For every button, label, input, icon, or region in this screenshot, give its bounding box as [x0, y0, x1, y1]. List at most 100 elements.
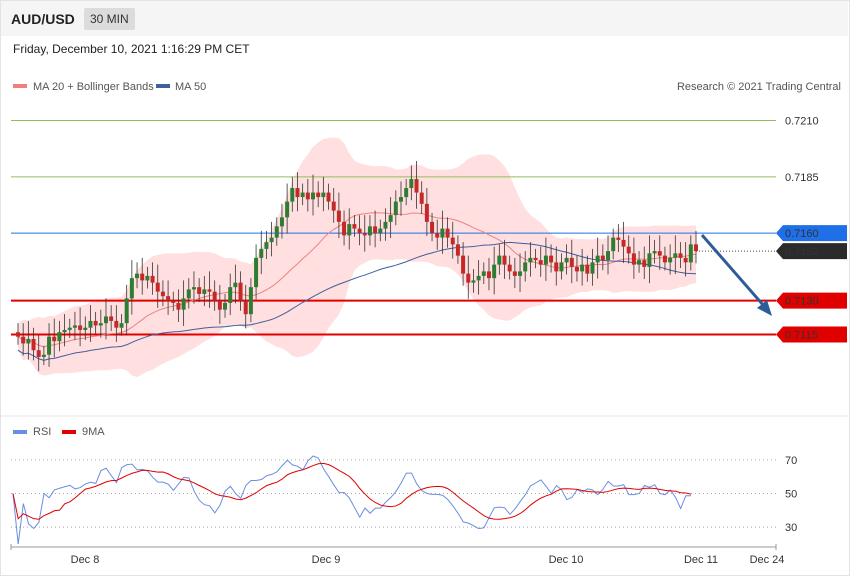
candle-body [383, 221, 388, 229]
candle-body [419, 192, 424, 204]
candle-body [569, 257, 574, 267]
candle-body [16, 332, 20, 337]
candle-body [176, 302, 181, 310]
candle-body [98, 323, 103, 326]
candle-body [486, 271, 491, 279]
top-bar: AUD/USD 30 MIN [1, 1, 848, 36]
rsi-level-label: 50 [785, 489, 797, 501]
candle-body [507, 264, 512, 272]
rsi-ma-line [12, 462, 692, 520]
candle-body [207, 289, 212, 292]
candle-body [440, 228, 445, 238]
candle-body [455, 244, 460, 256]
candle-body [57, 332, 62, 342]
candle-body [331, 201, 336, 211]
candle-body [600, 255, 605, 261]
ma9-legend-label: 9MA [82, 426, 105, 438]
candle-body [321, 192, 326, 198]
candle-body [642, 260, 647, 267]
candle-body [326, 192, 331, 202]
candle-body [466, 273, 471, 283]
candle-body [559, 262, 564, 272]
candle-body [373, 226, 378, 234]
candle-body [52, 336, 57, 342]
candle-body [202, 289, 207, 294]
candle-body [430, 221, 435, 234]
bollinger-band [18, 137, 696, 378]
candle-body [606, 251, 611, 261]
candle-body [476, 275, 481, 281]
candle-body [549, 255, 554, 263]
candle-body [191, 287, 196, 290]
candle-body [160, 291, 165, 297]
candle-body [590, 262, 595, 274]
x-tick-label: Dec 10 [549, 554, 584, 566]
candle-body [533, 257, 538, 261]
candle-body [336, 210, 341, 222]
candle-body [404, 188, 409, 198]
candle-body [31, 338, 36, 351]
candle-body [347, 224, 352, 236]
candle-body [88, 320, 93, 328]
candle-body [580, 264, 585, 272]
level-tag-support [776, 326, 847, 343]
credit-label: Research © 2021 Trading Central [677, 81, 841, 93]
candle-body [223, 302, 228, 310]
symbol-label: AUD/USD [11, 11, 75, 27]
candle-body [502, 255, 507, 265]
candle-body [694, 244, 698, 252]
candle-body [300, 192, 305, 198]
candle-body [662, 255, 667, 263]
level-label: 0.7152 [785, 246, 819, 258]
candle-body [124, 298, 129, 324]
candle-body [435, 233, 440, 238]
candle-body [254, 257, 259, 288]
level-label: 0.7210 [785, 116, 819, 128]
candle-body [36, 350, 41, 357]
candle-body [316, 192, 321, 198]
candle-body [41, 354, 46, 357]
candle-body [445, 228, 450, 238]
candle-body [409, 179, 414, 189]
rsi-level-label: 30 [785, 522, 797, 534]
candle-body [285, 201, 290, 218]
candle-body [616, 237, 621, 240]
rsi-level-label: 70 [785, 455, 797, 467]
candle-body [595, 255, 600, 263]
ma50-legend-label: MA 50 [175, 81, 206, 93]
candle-body [248, 287, 253, 315]
level-tag-support [776, 292, 847, 309]
candle-body [554, 262, 559, 272]
timeframe-button[interactable]: 30 MIN [84, 8, 135, 30]
candle-body [171, 300, 176, 303]
candle-body [678, 253, 683, 258]
candle-body [450, 237, 455, 245]
candle-body [481, 271, 486, 276]
x-tick-label: Dec 8 [71, 554, 100, 566]
candle-body [228, 287, 233, 303]
candle-body [497, 255, 502, 265]
rsi-legend-swatch [13, 430, 27, 434]
candle-body [295, 188, 300, 198]
candle-body [140, 273, 145, 281]
candle-body [238, 282, 243, 301]
candle-body [688, 244, 693, 263]
level-label: 0.7185 [785, 172, 819, 184]
candle-body [279, 217, 284, 227]
candle-body [311, 192, 316, 200]
candle-body [683, 257, 688, 263]
candle-body [129, 278, 134, 299]
candle-body [197, 287, 202, 294]
ma9-legend-swatch [62, 430, 76, 434]
candle-body [155, 282, 160, 292]
candle-body [26, 338, 31, 344]
level-tag-pivot [776, 225, 847, 242]
candle-body [357, 228, 362, 234]
candle-body [72, 325, 77, 328]
candle-body [393, 201, 398, 216]
rsi-line [12, 455, 691, 545]
candle-body [217, 300, 222, 310]
candle-body [243, 300, 248, 315]
candle-body [305, 192, 310, 200]
